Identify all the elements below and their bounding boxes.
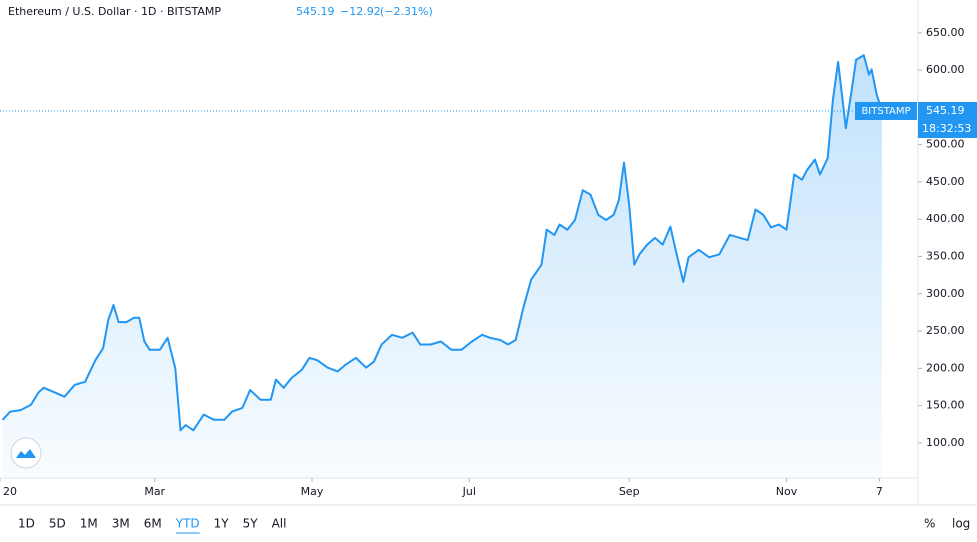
price-line bbox=[1, 54, 883, 432]
y-tick-label: 250.00 bbox=[926, 324, 965, 337]
change-pct: (−2.31%) bbox=[380, 5, 433, 18]
symbol-title: Ethereum / U.S. Dollar · 1D · BITSTAMP bbox=[8, 5, 221, 18]
x-tick-label: May bbox=[301, 485, 324, 498]
range-button[interactable]: 5D bbox=[49, 517, 66, 531]
y-tick-label: 600.00 bbox=[926, 63, 965, 76]
x-tick-label: Jul bbox=[462, 485, 476, 498]
logo[interactable] bbox=[10, 437, 42, 469]
x-tick-label: Mar bbox=[144, 485, 165, 498]
countdown-label: 18:32:53 bbox=[922, 122, 971, 135]
range-button[interactable]: 5Y bbox=[243, 517, 259, 531]
range-button[interactable]: 3M bbox=[112, 517, 130, 531]
x-tick-label: 20 bbox=[3, 485, 17, 498]
y-tick-label: 450.00 bbox=[926, 175, 965, 188]
range-button[interactable]: 1Y bbox=[214, 517, 230, 531]
exchange-label-box bbox=[855, 101, 917, 120]
range-button[interactable]: 1M bbox=[80, 517, 98, 531]
x-tick-label: 7 bbox=[876, 485, 883, 498]
y-tick-label: 100.00 bbox=[926, 436, 965, 449]
countdown-box bbox=[918, 119, 977, 138]
range-button[interactable]: All bbox=[272, 517, 287, 531]
y-tick-label: 150.00 bbox=[926, 399, 965, 412]
y-tick-label: 300.00 bbox=[926, 287, 965, 300]
y-tick-label: 500.00 bbox=[926, 138, 965, 151]
price-label: 545.19 bbox=[926, 104, 965, 117]
logo-circle[interactable] bbox=[10, 437, 42, 469]
range-button[interactable]: 6M bbox=[144, 517, 162, 531]
x-tick-label: Sep bbox=[619, 485, 640, 498]
scale-option[interactable]: % bbox=[924, 517, 935, 531]
x-tick-label: Nov bbox=[776, 485, 798, 498]
last-price: 545.19 bbox=[296, 5, 335, 18]
y-tick-label: 400.00 bbox=[926, 212, 965, 225]
range-button[interactable]: YTD bbox=[175, 517, 200, 531]
y-tick-label: 200.00 bbox=[926, 361, 965, 374]
change: −12.92 bbox=[340, 5, 381, 18]
scale-option[interactable]: log bbox=[952, 517, 970, 531]
price-label-box bbox=[918, 101, 977, 120]
y-tick-label: 350.00 bbox=[926, 250, 965, 263]
y-tick-label: 650.00 bbox=[926, 26, 965, 39]
area-fill bbox=[2, 55, 882, 478]
range-button[interactable]: 1D bbox=[18, 517, 35, 531]
exchange-label: BITSTAMP bbox=[861, 106, 910, 117]
logo-icon[interactable] bbox=[16, 449, 36, 458]
